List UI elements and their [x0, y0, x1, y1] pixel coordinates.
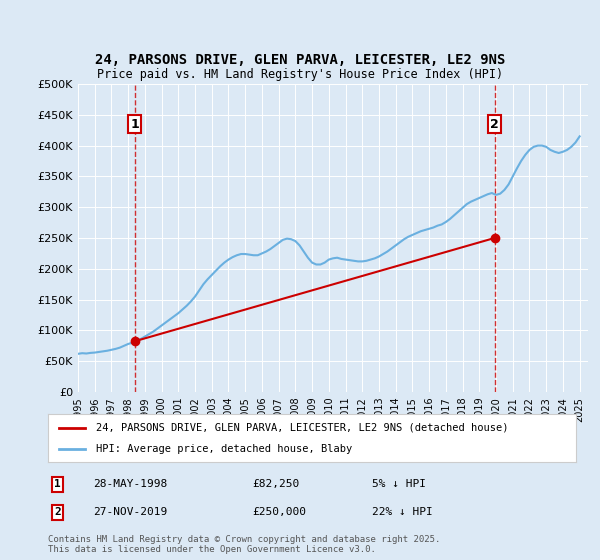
Text: HPI: Average price, detached house, Blaby: HPI: Average price, detached house, Blab…: [95, 444, 352, 454]
Text: 1: 1: [54, 479, 61, 489]
Text: 24, PARSONS DRIVE, GLEN PARVA, LEICESTER, LE2 9NS: 24, PARSONS DRIVE, GLEN PARVA, LEICESTER…: [95, 53, 505, 67]
Text: 2: 2: [54, 507, 61, 517]
Text: Price paid vs. HM Land Registry's House Price Index (HPI): Price paid vs. HM Land Registry's House …: [97, 68, 503, 81]
Text: 2: 2: [490, 118, 499, 130]
Text: 5% ↓ HPI: 5% ↓ HPI: [372, 479, 426, 489]
Text: 24, PARSONS DRIVE, GLEN PARVA, LEICESTER, LE2 9NS (detached house): 24, PARSONS DRIVE, GLEN PARVA, LEICESTER…: [95, 423, 508, 433]
Text: £250,000: £250,000: [252, 507, 306, 517]
Text: Contains HM Land Registry data © Crown copyright and database right 2025.
This d: Contains HM Land Registry data © Crown c…: [48, 535, 440, 554]
Text: £82,250: £82,250: [252, 479, 299, 489]
Text: 22% ↓ HPI: 22% ↓ HPI: [372, 507, 433, 517]
Text: 1: 1: [130, 118, 139, 130]
Text: 27-NOV-2019: 27-NOV-2019: [93, 507, 167, 517]
Text: 28-MAY-1998: 28-MAY-1998: [93, 479, 167, 489]
